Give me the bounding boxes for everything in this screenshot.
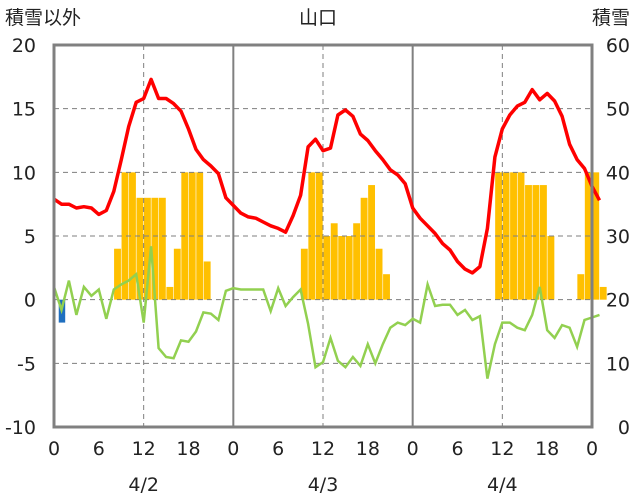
humidity-bar bbox=[203, 261, 211, 300]
y-left-tick-label: 0 bbox=[24, 290, 36, 312]
x-tick-label: 12 bbox=[311, 438, 335, 460]
day-label: 4/2 bbox=[128, 474, 159, 496]
humidity-bar bbox=[308, 172, 316, 300]
humidity-bar bbox=[353, 223, 361, 300]
humidity-bar bbox=[158, 197, 166, 300]
humidity-bar bbox=[129, 172, 136, 300]
humidity-bar bbox=[173, 248, 181, 300]
y-right-tick-label: 30 bbox=[606, 226, 630, 248]
humidity-bar bbox=[383, 274, 390, 300]
left-axis-label: 積雪以外 bbox=[5, 7, 81, 29]
x-tick-label: 6 bbox=[451, 438, 463, 460]
x-tick-label: 0 bbox=[407, 438, 419, 460]
chart-title: 山口 bbox=[299, 7, 337, 29]
x-tick-label: 12 bbox=[490, 438, 514, 460]
humidity-bar bbox=[345, 236, 353, 300]
y-right-tick-label: 60 bbox=[606, 35, 630, 57]
humidity-bar bbox=[114, 248, 121, 300]
humidity-bar bbox=[577, 274, 585, 300]
y-left-tick-label: -10 bbox=[5, 417, 36, 439]
y-right-tick-label: 40 bbox=[606, 162, 630, 184]
humidity-bar bbox=[323, 236, 331, 300]
gridlines bbox=[54, 45, 592, 427]
humidity-bar bbox=[547, 236, 555, 300]
humidity-bar bbox=[121, 172, 129, 300]
temperature-line bbox=[53, 77, 602, 275]
x-tick-label: 6 bbox=[272, 438, 284, 460]
humidity-bar bbox=[330, 223, 338, 300]
humidity-bar bbox=[136, 197, 144, 300]
humidity-bar bbox=[532, 185, 540, 300]
y-right-tick-label: 10 bbox=[606, 353, 630, 375]
y-left-tick-label: 15 bbox=[12, 99, 36, 121]
plot-frame bbox=[52, 43, 594, 429]
x-tick-label: 6 bbox=[93, 438, 105, 460]
humidity-bar bbox=[375, 248, 383, 300]
right-axis-label: 積雪 bbox=[592, 7, 630, 29]
humidity-bar bbox=[517, 172, 525, 300]
x-tick-label: 12 bbox=[132, 438, 156, 460]
humidity-bar bbox=[599, 286, 607, 300]
y-right-tick-label: 20 bbox=[606, 290, 630, 312]
day-label: 4/3 bbox=[308, 474, 339, 496]
humidity-bar bbox=[592, 172, 600, 300]
humidity-bar bbox=[368, 185, 376, 300]
x-tick-label: 0 bbox=[586, 438, 598, 460]
x-tick-label: 0 bbox=[227, 438, 239, 460]
y-right-tick-label: 50 bbox=[606, 99, 630, 121]
day-label: 4/4 bbox=[487, 474, 518, 496]
x-tick-label: 18 bbox=[535, 438, 559, 460]
y-left-tick-label: 20 bbox=[12, 35, 36, 57]
y-left-tick-label: 10 bbox=[12, 162, 36, 184]
y-left-tick-label: -5 bbox=[17, 353, 36, 375]
x-tick-label: 0 bbox=[48, 438, 60, 460]
humidity-bar bbox=[525, 185, 532, 300]
y-left-tick-label: 5 bbox=[24, 226, 36, 248]
humidity-bar bbox=[360, 197, 368, 300]
y-right-tick-label: 0 bbox=[618, 417, 630, 439]
humidity-bar bbox=[143, 197, 151, 300]
x-tick-label: 18 bbox=[356, 438, 380, 460]
humidity-bar bbox=[300, 248, 308, 300]
green-series-line bbox=[52, 246, 600, 379]
humidity-bar bbox=[539, 185, 547, 300]
x-tick-label: 18 bbox=[176, 438, 200, 460]
humidity-bar bbox=[151, 197, 159, 300]
humidity-bar bbox=[166, 286, 174, 300]
humidity-bar bbox=[338, 236, 346, 300]
